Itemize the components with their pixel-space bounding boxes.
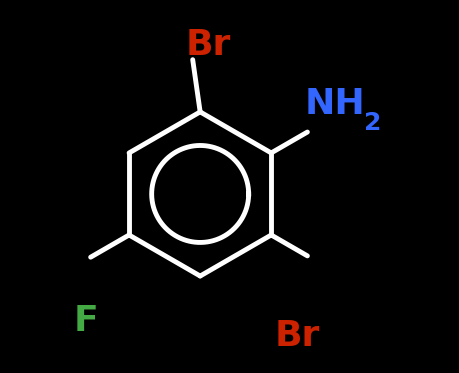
Text: Br: Br [274, 319, 319, 353]
Text: Br: Br [185, 28, 230, 62]
Text: NH: NH [304, 87, 364, 122]
Text: F: F [73, 304, 98, 338]
Text: 2: 2 [364, 111, 381, 135]
